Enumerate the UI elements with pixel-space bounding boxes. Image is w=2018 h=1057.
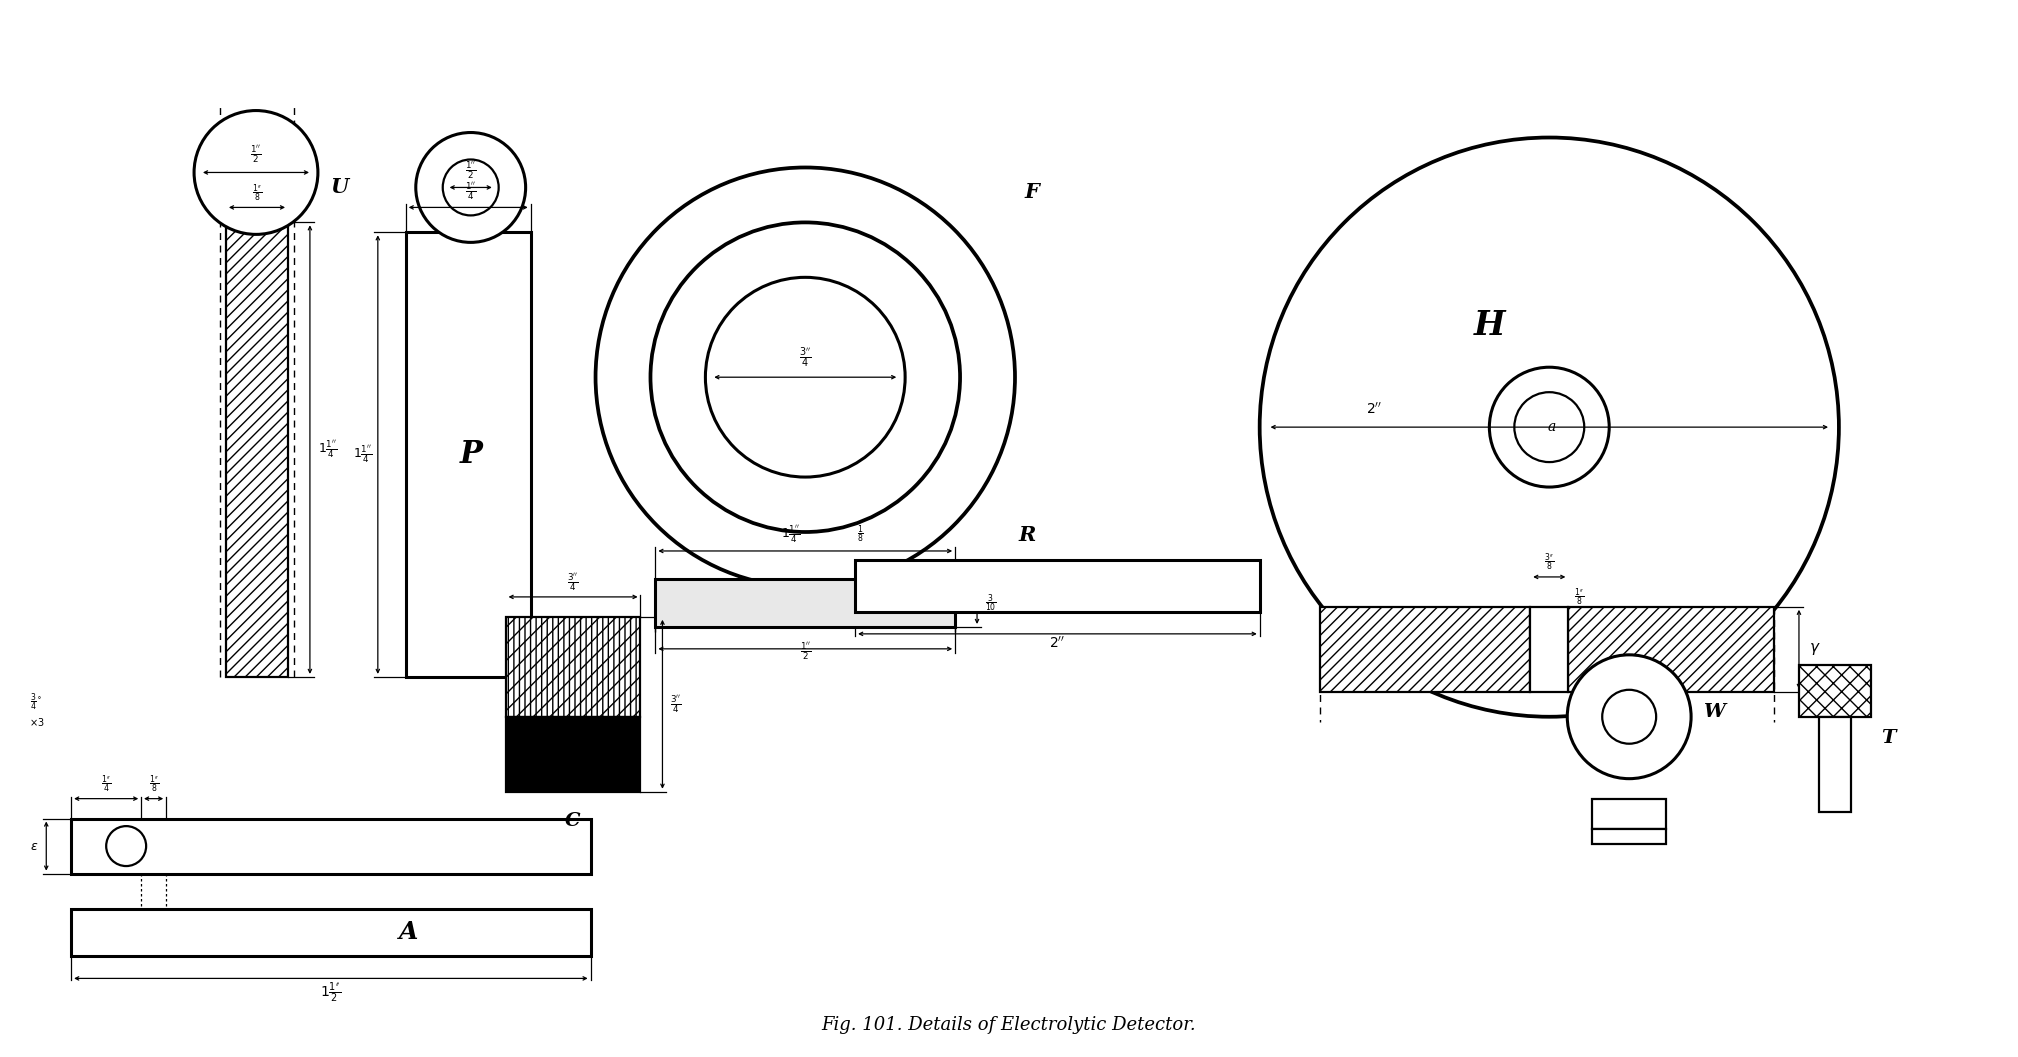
Circle shape [1259,137,1838,717]
Text: H: H [1473,310,1505,342]
Circle shape [1489,367,1608,487]
Circle shape [706,277,906,477]
Text: $1\frac{1^{\prime\prime}}{4}$: $1\frac{1^{\prime\prime}}{4}$ [353,444,371,465]
Text: $\frac{1^{\prime\prime}}{4}$: $\frac{1^{\prime\prime}}{4}$ [101,774,111,795]
Circle shape [1568,655,1691,779]
Text: $\frac{1^{\prime\prime}}{8}$: $\frac{1^{\prime\prime}}{8}$ [252,183,262,204]
Text: $\frac{1^{\prime\prime}}{2}$: $\frac{1^{\prime\prime}}{2}$ [250,144,262,166]
Text: $\frac{1^{\prime\prime}}{8}$: $\frac{1^{\prime\prime}}{8}$ [149,774,159,795]
Circle shape [1602,690,1657,744]
Text: P: P [460,439,482,470]
Circle shape [650,222,961,532]
Text: R: R [1019,525,1035,545]
Bar [507,617,640,717]
Text: T: T [1881,729,1895,747]
Text: $\frac{1}{8}$: $\frac{1}{8}$ [858,523,864,545]
Text: $2^{\prime\prime}$: $2^{\prime\prime}$ [1366,402,1382,418]
Bar [656,579,955,627]
Bar [71,818,591,873]
Text: $\frac{3^{\prime\prime}}{4}$: $\frac{3^{\prime\prime}}{4}$ [567,572,579,593]
Text: F: F [1025,183,1039,203]
Text: $\epsilon$: $\epsilon$ [30,839,38,853]
Bar [1592,799,1667,829]
Bar [1818,717,1851,812]
Bar [71,909,591,957]
Text: A: A [400,921,418,945]
Text: C: C [565,812,581,830]
Bar [507,717,640,792]
Text: $\frac{3^{\prime\prime}}{4}$: $\frac{3^{\prime\prime}}{4}$ [799,346,811,369]
Text: W: W [1703,703,1725,721]
Text: $2^{\prime\prime}$: $2^{\prime\prime}$ [1049,636,1066,651]
Circle shape [1514,392,1584,462]
Text: $\gamma$: $\gamma$ [1808,642,1820,657]
Circle shape [107,827,145,866]
Bar [226,222,289,676]
Text: $\frac{3}{4}^{\circ}$: $\frac{3}{4}^{\circ}$ [30,691,42,712]
Text: $\frac{1^{\prime\prime}}{4}$: $\frac{1^{\prime\prime}}{4}$ [464,181,476,203]
Text: $\times 3$: $\times 3$ [28,716,44,728]
Bar [1530,607,1568,691]
Text: U: U [329,178,349,198]
Text: $\frac{1^{\prime\prime}}{8}$: $\frac{1^{\prime\prime}}{8}$ [1574,587,1584,608]
Bar [507,617,640,717]
Text: $\frac{3^{\prime\prime}}{8}$: $\frac{3^{\prime\prime}}{8}$ [1544,552,1554,573]
Bar [1798,665,1871,717]
Bar [1568,607,1774,691]
Text: $\frac{3^{\prime\prime}}{4}$: $\frac{3^{\prime\prime}}{4}$ [670,693,682,715]
Text: $1\frac{1^{\prime\prime}}{2}$: $1\frac{1^{\prime\prime}}{2}$ [321,981,341,1004]
Text: $1\frac{1^{\prime\prime}}{4}$: $1\frac{1^{\prime\prime}}{4}$ [319,439,337,461]
Bar [856,560,1259,612]
Bar [406,233,531,676]
Circle shape [442,160,498,216]
Bar [1320,607,1530,691]
Circle shape [595,167,1015,587]
Circle shape [194,111,319,235]
Text: $\frac{3}{10}$: $\frac{3}{10}$ [985,592,997,614]
Text: $1\frac{1^{\prime\prime}}{4}$: $1\frac{1^{\prime\prime}}{4}$ [781,523,799,545]
Bar [1592,829,1667,843]
Circle shape [416,132,525,242]
Text: $\frac{1^{\prime\prime}}{2}$: $\frac{1^{\prime\prime}}{2}$ [464,160,476,182]
Text: a: a [1548,420,1556,434]
Text: $\frac{1^{\prime\prime}}{2}$: $\frac{1^{\prime\prime}}{2}$ [799,641,811,663]
Text: Fig. 101. Details of Electrolytic Detector.: Fig. 101. Details of Electrolytic Detect… [821,1017,1197,1035]
